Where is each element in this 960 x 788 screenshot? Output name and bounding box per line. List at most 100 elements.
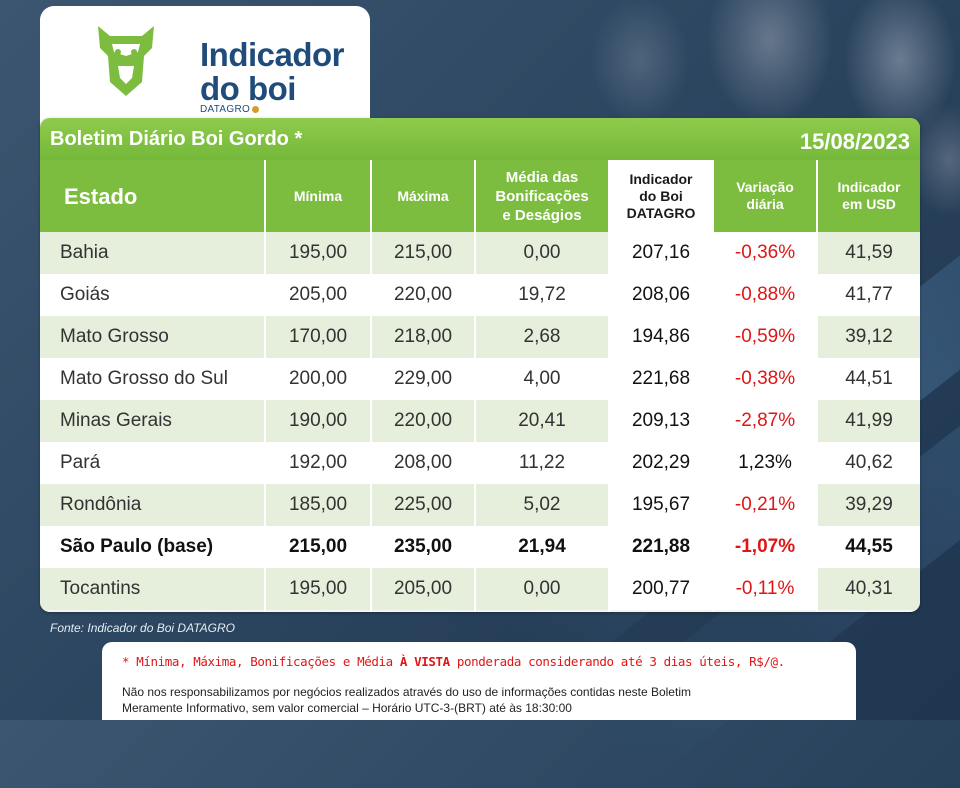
brand-title-line1: Indicador <box>200 36 345 73</box>
cell-indicador: 195,67 <box>610 484 712 526</box>
cell-maxima: 218,00 <box>393 326 453 347</box>
cell-usd: 41,77 <box>845 284 893 305</box>
bull-head-icon <box>98 26 154 96</box>
bulletin-title-bar: Boletim Diário Boi Gordo * 15/08/2023 <box>40 118 920 160</box>
cell-variacao: 1,23% <box>714 442 816 484</box>
cell-indicador: 221,88 <box>610 526 712 568</box>
header-minima: Mínima <box>293 187 343 204</box>
cell-variacao: -2,87% <box>714 400 816 442</box>
cell-estado: Minas Gerais <box>60 410 172 431</box>
header-estado: Estado <box>64 183 138 209</box>
cell-usd: 41,99 <box>845 410 893 431</box>
cell-indicador: 208,06 <box>610 274 712 316</box>
brand-subtitle: DATAGRO <box>200 104 260 115</box>
bulletin-title: Boletim Diário Boi Gordo * <box>50 128 303 150</box>
cell-usd: 39,12 <box>845 326 893 347</box>
cell-media: 19,72 <box>518 284 566 305</box>
cell-minima: 205,00 <box>288 284 348 305</box>
cell-maxima: 205,00 <box>393 578 453 599</box>
header-usd: Indicador em USD <box>837 179 901 212</box>
cell-minima: 215,00 <box>288 536 348 557</box>
cell-variacao: -0,36% <box>714 232 816 274</box>
header-indicador: Indicador do Boi DATAGRO <box>610 160 712 232</box>
table-row: Tocantins 195,00 205,00 0,00 200,77 -0,11% 40,… <box>40 568 920 610</box>
cell-indicador: 194,86 <box>610 316 712 358</box>
cell-media: 5,02 <box>523 494 561 515</box>
cell-estado: Pará <box>60 452 101 473</box>
cell-maxima: 215,00 <box>393 242 453 263</box>
brand-title-line2: do boi <box>200 70 296 107</box>
brand-subtitle-text: DATAGRO <box>200 104 251 115</box>
cell-usd: 44,51 <box>845 368 893 389</box>
cell-minima: 185,00 <box>288 494 348 515</box>
column-divider <box>608 160 610 612</box>
cell-usd: 41,59 <box>845 242 893 263</box>
cell-maxima: 225,00 <box>393 494 453 515</box>
header-maxima: Máxima <box>397 187 449 204</box>
cell-maxima: 220,00 <box>393 284 453 305</box>
cell-indicador: 202,29 <box>610 442 712 484</box>
bulletin-date: 15/08/2023 <box>799 129 910 154</box>
cell-minima: 195,00 <box>288 242 348 263</box>
cell-maxima: 229,00 <box>393 368 453 389</box>
cell-minima: 200,00 <box>288 368 348 389</box>
table-row: Rondônia 185,00 225,00 5,02 195,67 -0,21% 39,2… <box>40 484 920 526</box>
cell-media: 21,94 <box>518 536 566 557</box>
footnote-line1: * Mínima, Máxima, Bonificações e Média À… <box>122 654 785 669</box>
table-row: Pará 192,00 208,00 11,22 202,29 1,23% 40,62 <box>40 442 920 484</box>
cell-variacao: -0,59% <box>714 316 816 358</box>
cell-usd: 40,62 <box>845 452 893 473</box>
cell-indicador: 221,68 <box>610 358 712 400</box>
source-note: Fonte: Indicador do Boi DATAGRO <box>50 621 235 635</box>
cell-maxima: 235,00 <box>393 536 453 557</box>
cell-maxima: 220,00 <box>393 410 453 431</box>
brand-title: Indicador do boi <box>200 36 345 107</box>
cell-estado: Goiás <box>60 284 110 305</box>
cell-estado: Bahia <box>60 242 109 263</box>
cell-indicador: 209,13 <box>610 400 712 442</box>
cell-minima: 170,00 <box>288 326 348 347</box>
table-row: Mato Grosso 170,00 218,00 2,68 194,86 -0,59% 3… <box>40 316 920 358</box>
logo-panel: Indicador do boi DATAGRO <box>40 6 370 128</box>
header-media: Média das Bonificações e Deságios <box>495 168 589 224</box>
cell-estado: São Paulo (base) <box>60 536 214 557</box>
column-divider <box>474 160 476 612</box>
cell-variacao: -0,38% <box>714 358 816 400</box>
cell-media: 4,00 <box>523 368 561 389</box>
cell-minima: 190,00 <box>288 410 348 431</box>
cell-indicador: 207,16 <box>610 232 712 274</box>
table-row: Minas Gerais 190,00 220,00 20,41 209,13 -2,87… <box>40 400 920 442</box>
table-row: Bahia 195,00 215,00 0,00 207,16 -0,36% 41,59 <box>40 232 920 274</box>
table-row: São Paulo (base) 215,00 235,00 21,94 221,88-… <box>40 526 920 568</box>
cell-media: 0,00 <box>523 578 561 599</box>
footnote-box: * Mínima, Máxima, Bonificações e Média À… <box>102 642 856 720</box>
cell-usd: 40,31 <box>845 578 893 599</box>
cell-variacao: -1,07% <box>714 526 816 568</box>
table-header: Estado Mínima Máxima Média das Bonificaçõ… <box>40 160 920 232</box>
column-divider <box>264 160 266 612</box>
brand-dot-icon <box>252 105 260 113</box>
column-divider <box>370 160 372 612</box>
cell-media: 2,68 <box>523 326 561 347</box>
cell-minima: 192,00 <box>288 452 348 473</box>
cell-media: 0,00 <box>523 242 561 263</box>
disclaimer-line2: Meramente Informativo, sem valor comerci… <box>122 701 572 715</box>
cell-estado: Tocantins <box>60 578 141 599</box>
table-row: Goiás 205,00 220,00 19,72 208,06 -0,88% 41,77 <box>40 274 920 316</box>
cell-estado: Mato Grosso do Sul <box>60 368 228 389</box>
cell-variacao: -0,88% <box>714 274 816 316</box>
cell-estado: Rondônia <box>60 494 142 515</box>
cell-media: 20,41 <box>518 410 566 431</box>
cell-media: 11,22 <box>518 452 566 473</box>
cell-estado: Mato Grosso <box>60 326 169 347</box>
cell-variacao: -0,11% <box>714 568 816 610</box>
cell-minima: 195,00 <box>288 578 348 599</box>
table-row: Mato Grosso do Sul 200,00 229,00 4,00 221,68… <box>40 358 920 400</box>
column-divider <box>816 160 818 612</box>
cell-indicador: 200,77 <box>610 568 712 610</box>
bulletin-table: Boletim Diário Boi Gordo * 15/08/2023 Es… <box>40 118 920 612</box>
cell-usd: 39,29 <box>845 494 893 515</box>
cell-usd: 44,55 <box>845 536 893 557</box>
cell-maxima: 208,00 <box>393 452 453 473</box>
column-divider <box>712 160 714 612</box>
